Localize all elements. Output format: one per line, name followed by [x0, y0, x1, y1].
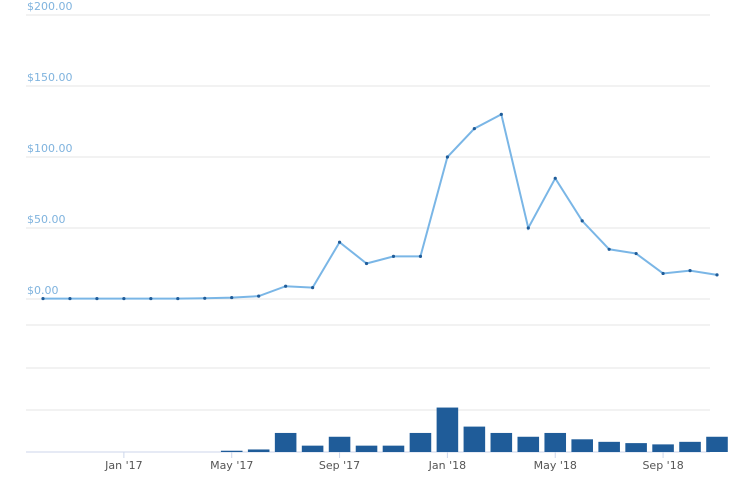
price-line: [43, 112, 718, 300]
volume-bar: [706, 436, 728, 452]
volume-bar: [544, 432, 567, 452]
price-point: [715, 273, 719, 277]
price-point: [284, 284, 288, 288]
price-point: [337, 240, 342, 244]
y-tick-label: $50.00: [27, 213, 66, 226]
volume-bar: [571, 439, 593, 452]
volume-bar: [490, 432, 513, 452]
volume-bar: [436, 407, 459, 452]
price-point: [41, 296, 45, 301]
price-point: [149, 296, 153, 301]
volume-bar: [382, 445, 405, 452]
volume-bar: [625, 443, 647, 452]
volume-bar: [274, 432, 297, 452]
price-point: [661, 271, 665, 276]
price-point: [122, 296, 126, 301]
price-point: [499, 112, 503, 116]
x-tick-label: May '18: [534, 459, 577, 472]
price-point: [257, 294, 261, 298]
price-point: [526, 226, 530, 230]
price-point: [203, 296, 207, 300]
y-tick-label: $150.00: [27, 71, 73, 84]
volume-bar: [652, 444, 674, 452]
volume-bar: [598, 441, 620, 452]
price-point: [580, 219, 584, 223]
volume-bar: [679, 441, 701, 452]
price-point: [95, 296, 99, 301]
x-tick-label: Jan '17: [104, 459, 142, 472]
price-point: [311, 286, 315, 290]
volume-bar: [463, 426, 486, 452]
volume-bar: [328, 436, 351, 452]
x-tick-label: Sep '18: [642, 459, 683, 472]
volume-bar: [301, 445, 324, 452]
price-point: [688, 269, 692, 273]
price-point: [364, 261, 369, 266]
price-point: [607, 247, 611, 251]
price-point: [445, 155, 449, 159]
volume-bar: [409, 432, 432, 452]
price-point: [553, 176, 557, 180]
price-point: [472, 127, 476, 131]
price-point: [176, 296, 180, 301]
volume-bar: [220, 450, 243, 452]
volume-bar: [517, 436, 540, 452]
y-tick-label: $200.00: [27, 0, 73, 13]
price-point: [230, 295, 234, 300]
x-tick-label: Jan '18: [428, 459, 466, 472]
price-point: [391, 254, 396, 258]
volume-bar: [247, 449, 270, 452]
price-point: [418, 254, 423, 258]
price-point: [68, 296, 72, 301]
price-point: [634, 251, 638, 256]
y-tick-label: $100.00: [27, 142, 73, 155]
volume-bar: [355, 445, 378, 452]
x-tick-label: May '17: [210, 459, 253, 472]
y-tick-label: $0.00: [27, 284, 59, 297]
x-tick-label: Sep '17: [319, 459, 360, 472]
